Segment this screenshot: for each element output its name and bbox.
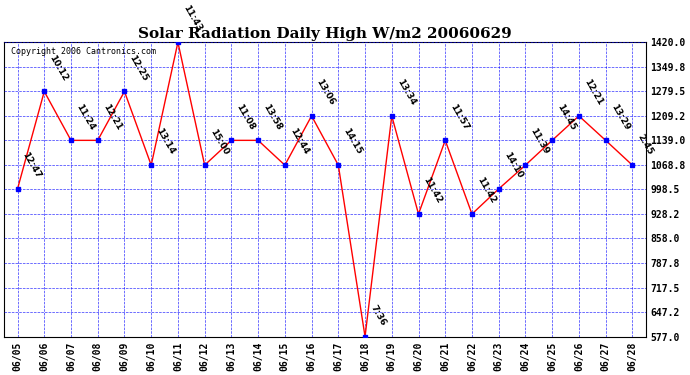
Text: 13:34: 13:34	[395, 78, 417, 107]
Text: 11:24: 11:24	[75, 102, 97, 132]
Text: 14:45: 14:45	[555, 102, 578, 132]
Text: 7:36: 7:36	[368, 304, 387, 328]
Text: Copyright 2006 Cantronics.com: Copyright 2006 Cantronics.com	[10, 46, 155, 56]
Text: 13:29: 13:29	[609, 102, 631, 132]
Text: 12:44: 12:44	[288, 127, 310, 156]
Text: 12:21: 12:21	[101, 102, 123, 132]
Text: 10:12: 10:12	[48, 54, 70, 82]
Text: 14:10: 14:10	[502, 151, 524, 180]
Text: 11:42: 11:42	[475, 176, 497, 205]
Text: 11:08: 11:08	[235, 102, 257, 132]
Text: 11:39: 11:39	[529, 127, 551, 156]
Text: 14:15: 14:15	[342, 127, 364, 156]
Text: 2:45: 2:45	[635, 132, 655, 156]
Text: 13:58: 13:58	[262, 102, 284, 132]
Text: 12:47: 12:47	[21, 150, 43, 180]
Text: 15:00: 15:00	[208, 127, 230, 156]
Text: 12:25: 12:25	[128, 53, 150, 82]
Text: 11:57: 11:57	[448, 102, 471, 132]
Text: 13:06: 13:06	[315, 78, 337, 107]
Text: 12:21: 12:21	[582, 78, 604, 107]
Title: Solar Radiation Daily High W/m2 20060629: Solar Radiation Daily High W/m2 20060629	[138, 27, 512, 41]
Text: 11:43: 11:43	[181, 4, 204, 33]
Text: 13:14: 13:14	[155, 127, 177, 156]
Text: 11:42: 11:42	[422, 176, 444, 205]
